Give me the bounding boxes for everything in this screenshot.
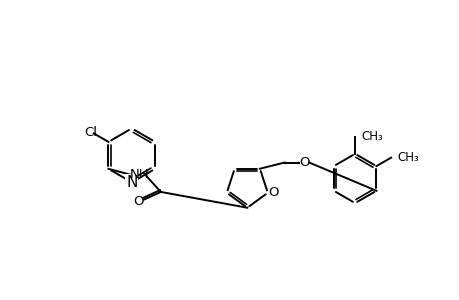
Text: CH₃: CH₃ bbox=[397, 151, 418, 164]
Text: CH₃: CH₃ bbox=[360, 130, 382, 143]
Text: N: N bbox=[126, 175, 137, 190]
Text: NH: NH bbox=[130, 169, 150, 182]
Text: O: O bbox=[299, 156, 309, 169]
Text: O: O bbox=[267, 186, 278, 199]
Text: O: O bbox=[133, 195, 143, 208]
Text: Cl: Cl bbox=[84, 126, 97, 139]
